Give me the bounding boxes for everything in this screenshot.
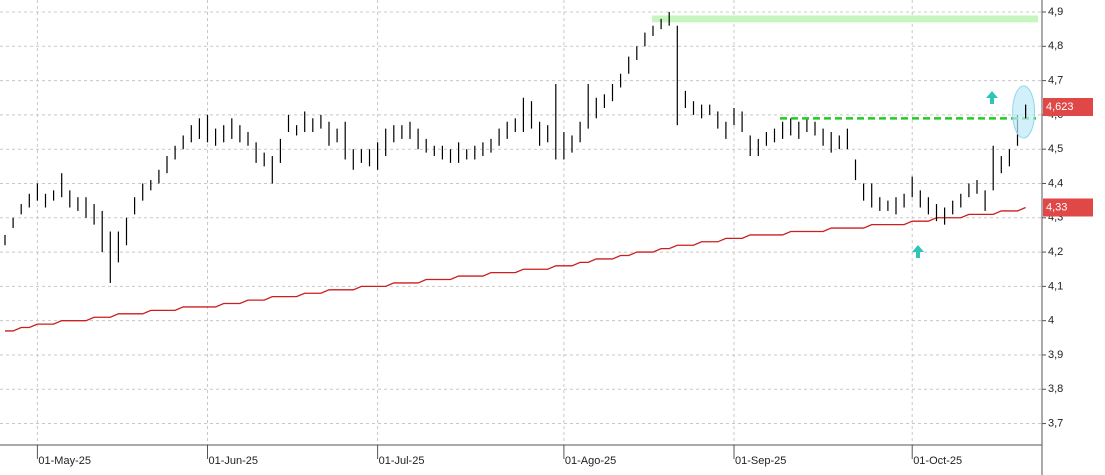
price-box-label: 4,33 [1046, 201, 1067, 213]
y-tick-label: 3,7 [1048, 417, 1063, 429]
y-tick-label: 3,8 [1048, 383, 1063, 395]
x-tick-label: 01-Oct-25 [913, 455, 962, 467]
signal-arrow [912, 245, 924, 258]
y-tick-label: 4,1 [1048, 280, 1063, 292]
x-tick-label: 01-Jun-25 [209, 455, 259, 467]
x-tick-label: 01-Jul-25 [379, 455, 425, 467]
y-tick-label: 3,9 [1048, 349, 1063, 361]
y-tick-label: 4,7 [1048, 75, 1063, 87]
highlight-ellipse [1012, 85, 1036, 139]
y-tick-label: 4,2 [1048, 246, 1063, 258]
y-tick-label: 4,4 [1048, 177, 1063, 189]
y-tick-label: 4,8 [1048, 40, 1063, 52]
signal-arrow [986, 91, 998, 104]
resistance-band [652, 15, 1038, 23]
price-box [1043, 198, 1093, 217]
x-tick-label: 01-Sep-25 [735, 455, 786, 467]
x-tick-label: 01-May-25 [38, 455, 91, 467]
y-tick-label: 4,5 [1048, 143, 1063, 155]
x-tick-label: 01-Ago-25 [565, 455, 616, 467]
price-box-label: 4,623 [1046, 101, 1074, 113]
y-tick-label: 4 [1048, 315, 1054, 327]
price-box [1043, 98, 1093, 117]
y-tick-label: 4,9 [1048, 6, 1063, 18]
moving-average [5, 206, 1026, 332]
